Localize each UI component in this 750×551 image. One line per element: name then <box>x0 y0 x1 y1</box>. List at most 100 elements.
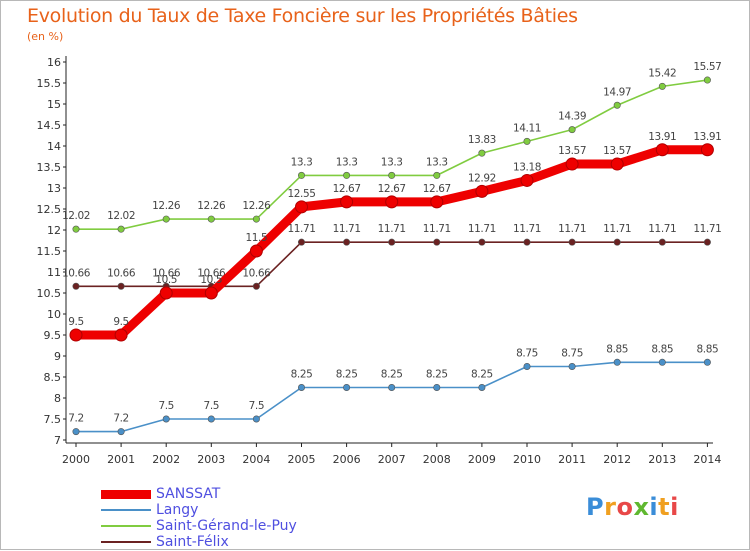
data-point-sanssat <box>159 286 173 300</box>
data-point-sanssat <box>295 200 308 214</box>
data-label-saint-f-lix: 11.71 <box>513 223 541 235</box>
data-label-langy: 7.5 <box>204 400 220 412</box>
data-label-saint-f-lix: 10.66 <box>107 267 136 279</box>
data-label-sanssat: 9.5 <box>113 316 129 328</box>
x-tick-label: 2001 <box>107 453 135 466</box>
data-point-sanssat <box>520 173 534 187</box>
legend-item-saint-felix: Saint-Félix <box>101 534 297 550</box>
data-label-sanssat: 12.67 <box>333 183 361 195</box>
x-tick-label: 2014 <box>693 453 721 466</box>
y-tick-label: 16 <box>47 56 61 69</box>
x-tick-label: 2007 <box>378 453 406 466</box>
data-label-langy: 7.5 <box>158 400 174 412</box>
y-tick-label: 7 <box>54 434 61 447</box>
data-point-langy <box>658 358 666 366</box>
data-label-saint-f-lix: 11.71 <box>693 223 721 235</box>
y-tick-label: 13.5 <box>37 161 62 174</box>
data-label-saint-f-lix: 11.71 <box>468 223 496 235</box>
x-tick-label: 2006 <box>333 453 361 466</box>
data-point-saint-g-rand-le-puy <box>388 171 396 179</box>
data-label-saint-f-lix: 10.66 <box>242 267 271 279</box>
chart-title: Evolution du Taux de Taxe Foncière sur l… <box>27 5 578 27</box>
y-tick-label: 11 <box>47 266 61 279</box>
y-tick-label: 8.5 <box>44 371 62 384</box>
data-point-saint-g-rand-le-puy <box>523 137 531 145</box>
data-label-saint-g-rand-le-puy: 14.97 <box>603 86 631 98</box>
data-label-langy: 8.75 <box>561 348 583 360</box>
data-label-sanssat: 13.91 <box>693 131 721 143</box>
legend-label-langy: Langy <box>156 502 199 518</box>
data-label-langy: 8.85 <box>606 343 628 355</box>
data-label-sanssat: 10.5 <box>155 274 177 286</box>
data-label-sanssat: 12.67 <box>378 183 406 195</box>
data-point-saint-g-rand-le-puy <box>613 101 621 109</box>
data-point-langy <box>207 415 215 423</box>
legend-label-saint-felix: Saint-Félix <box>156 534 229 550</box>
data-label-saint-g-rand-le-puy: 13.3 <box>426 156 448 168</box>
legend-label-sanssat: SANSSAT <box>156 486 221 502</box>
data-point-saint-f-lix <box>433 238 441 246</box>
data-label-saint-g-rand-le-puy: 15.57 <box>693 61 721 73</box>
data-point-sanssat <box>430 195 444 209</box>
logo-letter: x <box>633 493 650 521</box>
logo-letter: i <box>670 493 679 521</box>
data-label-sanssat: 10.5 <box>200 274 222 286</box>
data-point-saint-f-lix <box>388 238 396 246</box>
legend-swatch-saint-felix <box>101 541 151 543</box>
legend-item-saint-gerand: Saint-Gérand-le-Puy <box>101 518 297 534</box>
data-label-saint-f-lix: 11.71 <box>423 223 451 235</box>
y-axis-unit: (en %) <box>27 30 64 43</box>
data-point-saint-g-rand-le-puy <box>72 225 80 233</box>
data-label-saint-g-rand-le-puy: 13.3 <box>381 156 403 168</box>
data-label-saint-f-lix: 11.71 <box>648 223 676 235</box>
data-point-sanssat <box>655 143 669 157</box>
data-point-saint-f-lix <box>252 282 260 290</box>
data-label-saint-g-rand-le-puy: 13.3 <box>291 156 313 168</box>
data-label-saint-g-rand-le-puy: 13.83 <box>468 134 496 146</box>
x-tick-label: 2010 <box>513 453 541 466</box>
data-label-langy: 8.25 <box>471 369 493 381</box>
data-label-langy: 8.25 <box>336 369 358 381</box>
x-tick-label: 2005 <box>288 453 316 466</box>
data-label-sanssat: 12.55 <box>287 188 315 200</box>
y-tick-label: 9.5 <box>44 329 62 342</box>
data-point-saint-f-lix <box>658 238 666 246</box>
data-label-saint-f-lix: 10.66 <box>152 267 181 279</box>
data-point-sanssat <box>249 244 263 258</box>
data-point-langy <box>568 362 576 370</box>
data-point-saint-f-lix <box>568 238 576 246</box>
data-point-langy <box>388 383 396 391</box>
data-point-saint-f-lix <box>343 238 351 246</box>
logo-letter: P <box>586 493 605 521</box>
data-point-langy <box>72 428 80 436</box>
data-point-saint-g-rand-le-puy <box>343 171 351 179</box>
logo-letter: t <box>658 493 671 521</box>
data-point-langy <box>252 415 260 423</box>
data-point-langy <box>703 358 711 366</box>
y-tick-label: 7.5 <box>44 413 62 426</box>
data-label-saint-f-lix: 10.66 <box>62 267 91 279</box>
data-label-saint-f-lix: 11.71 <box>333 223 361 235</box>
legend-swatch-saint-gerand <box>101 525 151 527</box>
legend-swatch-sanssat <box>101 489 151 499</box>
data-point-sanssat <box>565 157 579 171</box>
data-point-saint-g-rand-le-puy <box>433 171 441 179</box>
data-label-saint-g-rand-le-puy: 12.26 <box>197 200 226 212</box>
data-label-sanssat: 11.5 <box>246 232 268 244</box>
data-point-saint-f-lix <box>613 238 621 246</box>
data-point-saint-g-rand-le-puy <box>252 215 260 223</box>
logo-letter: o <box>616 493 634 521</box>
legend: SANSSAT Langy Saint-Gérand-le-Puy Saint-… <box>101 486 297 550</box>
y-tick-label: 8 <box>54 392 61 405</box>
data-point-saint-f-lix <box>117 282 125 290</box>
y-tick-label: 11.5 <box>37 245 62 258</box>
data-point-langy <box>297 383 305 391</box>
y-tick-label: 13 <box>47 182 61 195</box>
data-label-sanssat: 13.57 <box>558 145 586 157</box>
data-label-saint-f-lix: 11.71 <box>603 223 631 235</box>
data-point-langy <box>343 383 351 391</box>
data-point-sanssat <box>204 286 218 300</box>
data-label-saint-g-rand-le-puy: 14.39 <box>558 111 586 123</box>
x-tick-label: 2004 <box>242 453 270 466</box>
data-label-saint-g-rand-le-puy: 12.26 <box>152 200 181 212</box>
